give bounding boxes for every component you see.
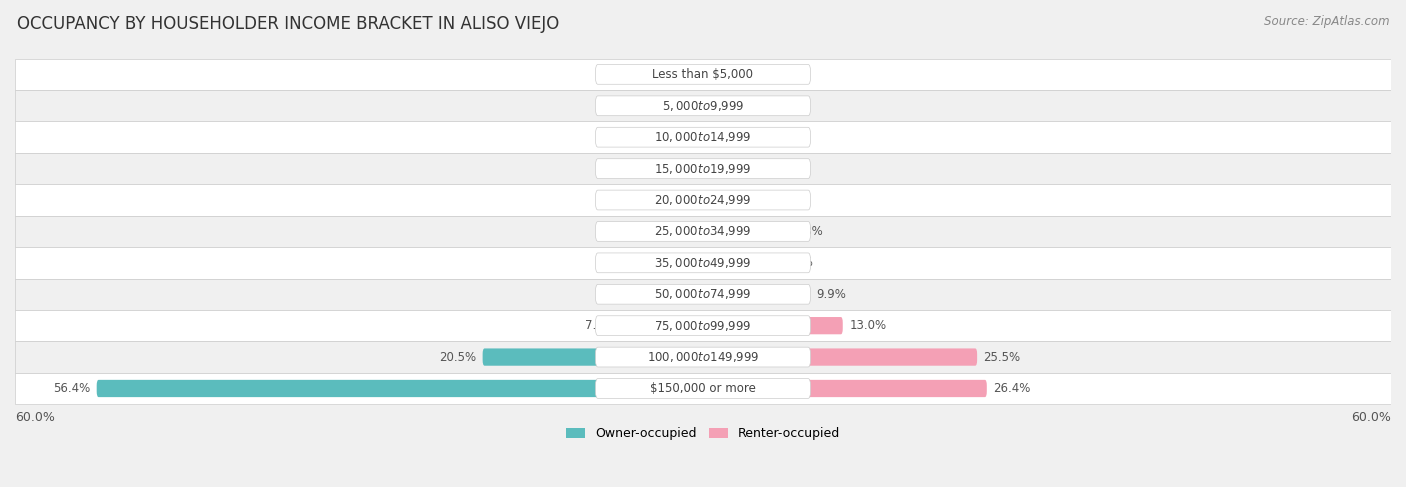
Text: $25,000 to $34,999: $25,000 to $34,999 bbox=[654, 225, 752, 239]
Text: Less than $5,000: Less than $5,000 bbox=[652, 68, 754, 81]
Text: 60.0%: 60.0% bbox=[15, 411, 55, 424]
Text: $150,000 or more: $150,000 or more bbox=[650, 382, 756, 395]
Text: $10,000 to $14,999: $10,000 to $14,999 bbox=[654, 130, 752, 144]
FancyBboxPatch shape bbox=[703, 66, 733, 83]
FancyBboxPatch shape bbox=[15, 247, 1391, 279]
FancyBboxPatch shape bbox=[695, 97, 703, 114]
Text: 13.0%: 13.0% bbox=[849, 319, 886, 332]
Text: 25.5%: 25.5% bbox=[984, 351, 1021, 364]
FancyBboxPatch shape bbox=[699, 129, 703, 146]
FancyBboxPatch shape bbox=[15, 373, 1391, 404]
FancyBboxPatch shape bbox=[15, 184, 1391, 216]
Text: 56.4%: 56.4% bbox=[53, 382, 90, 395]
FancyBboxPatch shape bbox=[703, 317, 842, 334]
Text: 2.5%: 2.5% bbox=[737, 193, 766, 206]
FancyBboxPatch shape bbox=[482, 348, 703, 366]
Text: $50,000 to $74,999: $50,000 to $74,999 bbox=[654, 287, 752, 301]
FancyBboxPatch shape bbox=[703, 160, 716, 177]
Text: 2.8%: 2.8% bbox=[740, 99, 769, 112]
FancyBboxPatch shape bbox=[703, 223, 787, 240]
Text: 9.9%: 9.9% bbox=[815, 288, 846, 301]
FancyBboxPatch shape bbox=[703, 254, 778, 271]
Text: $100,000 to $149,999: $100,000 to $149,999 bbox=[647, 350, 759, 364]
Text: $15,000 to $19,999: $15,000 to $19,999 bbox=[654, 162, 752, 176]
Text: 6.4%: 6.4% bbox=[598, 288, 627, 301]
Text: 3.0%: 3.0% bbox=[634, 256, 664, 269]
FancyBboxPatch shape bbox=[15, 90, 1391, 121]
FancyBboxPatch shape bbox=[15, 216, 1391, 247]
FancyBboxPatch shape bbox=[596, 284, 810, 304]
FancyBboxPatch shape bbox=[15, 153, 1391, 184]
FancyBboxPatch shape bbox=[97, 380, 703, 397]
FancyBboxPatch shape bbox=[688, 66, 703, 83]
FancyBboxPatch shape bbox=[703, 191, 730, 208]
Text: 1.4%: 1.4% bbox=[724, 131, 755, 144]
FancyBboxPatch shape bbox=[596, 159, 810, 179]
Text: 2.7%: 2.7% bbox=[738, 68, 768, 81]
FancyBboxPatch shape bbox=[695, 160, 703, 177]
Text: $20,000 to $24,999: $20,000 to $24,999 bbox=[654, 193, 752, 207]
FancyBboxPatch shape bbox=[596, 190, 810, 210]
FancyBboxPatch shape bbox=[703, 129, 718, 146]
FancyBboxPatch shape bbox=[703, 380, 987, 397]
Text: 0.76%: 0.76% bbox=[651, 99, 689, 112]
Text: 1.7%: 1.7% bbox=[648, 225, 678, 238]
FancyBboxPatch shape bbox=[596, 378, 810, 398]
FancyBboxPatch shape bbox=[692, 191, 703, 208]
FancyBboxPatch shape bbox=[703, 348, 977, 366]
Legend: Owner-occupied, Renter-occupied: Owner-occupied, Renter-occupied bbox=[561, 422, 845, 445]
FancyBboxPatch shape bbox=[15, 279, 1391, 310]
Text: $35,000 to $49,999: $35,000 to $49,999 bbox=[654, 256, 752, 270]
FancyBboxPatch shape bbox=[671, 254, 703, 271]
Text: 1.5%: 1.5% bbox=[651, 68, 681, 81]
Text: 7.8%: 7.8% bbox=[793, 225, 823, 238]
FancyBboxPatch shape bbox=[634, 285, 703, 303]
FancyBboxPatch shape bbox=[596, 96, 810, 116]
FancyBboxPatch shape bbox=[596, 127, 810, 147]
Text: 0.83%: 0.83% bbox=[651, 162, 688, 175]
FancyBboxPatch shape bbox=[596, 253, 810, 273]
FancyBboxPatch shape bbox=[15, 341, 1391, 373]
FancyBboxPatch shape bbox=[15, 121, 1391, 153]
FancyBboxPatch shape bbox=[596, 347, 810, 367]
FancyBboxPatch shape bbox=[15, 58, 1391, 90]
FancyBboxPatch shape bbox=[703, 285, 810, 303]
Text: $75,000 to $99,999: $75,000 to $99,999 bbox=[654, 318, 752, 333]
Text: OCCUPANCY BY HOUSEHOLDER INCOME BRACKET IN ALISO VIEJO: OCCUPANCY BY HOUSEHOLDER INCOME BRACKET … bbox=[17, 15, 560, 33]
Text: Source: ZipAtlas.com: Source: ZipAtlas.com bbox=[1264, 15, 1389, 28]
Text: 26.4%: 26.4% bbox=[993, 382, 1031, 395]
Text: 1.1%: 1.1% bbox=[655, 193, 685, 206]
Text: 1.2%: 1.2% bbox=[723, 162, 752, 175]
Text: $5,000 to $9,999: $5,000 to $9,999 bbox=[662, 99, 744, 113]
Text: 6.9%: 6.9% bbox=[783, 256, 814, 269]
FancyBboxPatch shape bbox=[15, 310, 1391, 341]
FancyBboxPatch shape bbox=[596, 222, 810, 242]
FancyBboxPatch shape bbox=[685, 223, 703, 240]
FancyBboxPatch shape bbox=[703, 97, 733, 114]
Text: 7.6%: 7.6% bbox=[585, 319, 614, 332]
Text: 0.33%: 0.33% bbox=[657, 131, 693, 144]
FancyBboxPatch shape bbox=[596, 316, 810, 336]
Text: 60.0%: 60.0% bbox=[1351, 411, 1391, 424]
FancyBboxPatch shape bbox=[621, 317, 703, 334]
FancyBboxPatch shape bbox=[596, 64, 810, 84]
Text: 20.5%: 20.5% bbox=[439, 351, 477, 364]
